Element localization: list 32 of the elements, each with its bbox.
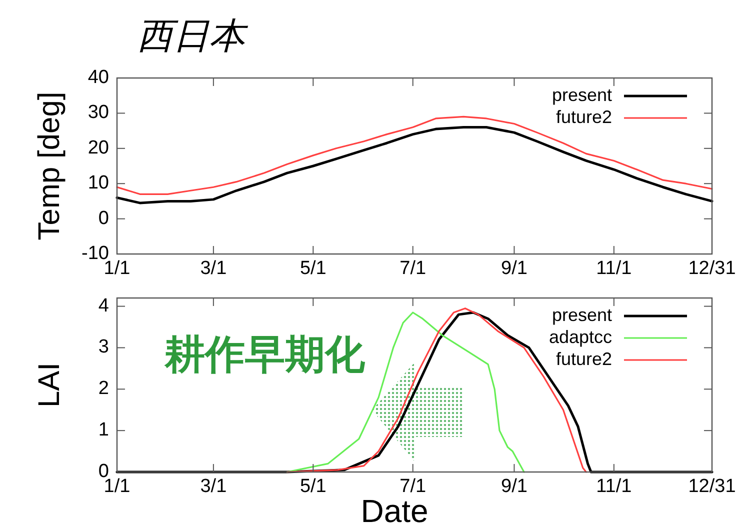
legend-label: future2	[556, 348, 612, 369]
y-tick-label: 10	[88, 172, 109, 194]
x-tick-label: 1/1	[104, 476, 130, 497]
y-tick-label: 40	[88, 67, 109, 88]
chart-title: 西日本	[137, 15, 249, 56]
x-tick-label: 3/1	[200, 258, 227, 279]
legend-label: adaptcc	[548, 326, 612, 347]
x-tick-label: 1/1	[104, 258, 130, 279]
y-tick-label: 3	[98, 336, 109, 358]
legend-label: present	[552, 84, 612, 105]
x-tick-label: 11/1	[596, 476, 632, 497]
line-series	[116, 126, 714, 204]
x-tick-label: 9/1	[501, 476, 528, 497]
legend-label: future2	[556, 106, 612, 127]
y-tick-label: 20	[88, 137, 109, 158]
x-tick-label: 3/1	[200, 476, 227, 497]
y-axis-title: LAI	[33, 362, 66, 408]
y-tick-label: 4	[98, 295, 110, 316]
x-tick-label: 11/1	[596, 258, 632, 279]
annotation: 耕作早期化	[164, 333, 366, 377]
x-tick-label: 12/31	[688, 258, 736, 279]
x-tick-label: 12/31	[688, 476, 736, 497]
y-tick-label: 1	[98, 420, 109, 441]
legend-label: present	[552, 304, 612, 325]
y-tick-label: 0	[98, 208, 109, 229]
y-axis-title: Temp [deg]	[33, 92, 66, 240]
x-tick-label: 5/1	[300, 476, 326, 497]
x-tick-label: 7/1	[400, 258, 426, 279]
x-tick-label: 9/1	[501, 258, 528, 279]
y-tick-label: 30	[88, 102, 109, 124]
x-tick-label: 5/1	[300, 258, 326, 279]
y-tick-label: 2	[98, 378, 109, 400]
